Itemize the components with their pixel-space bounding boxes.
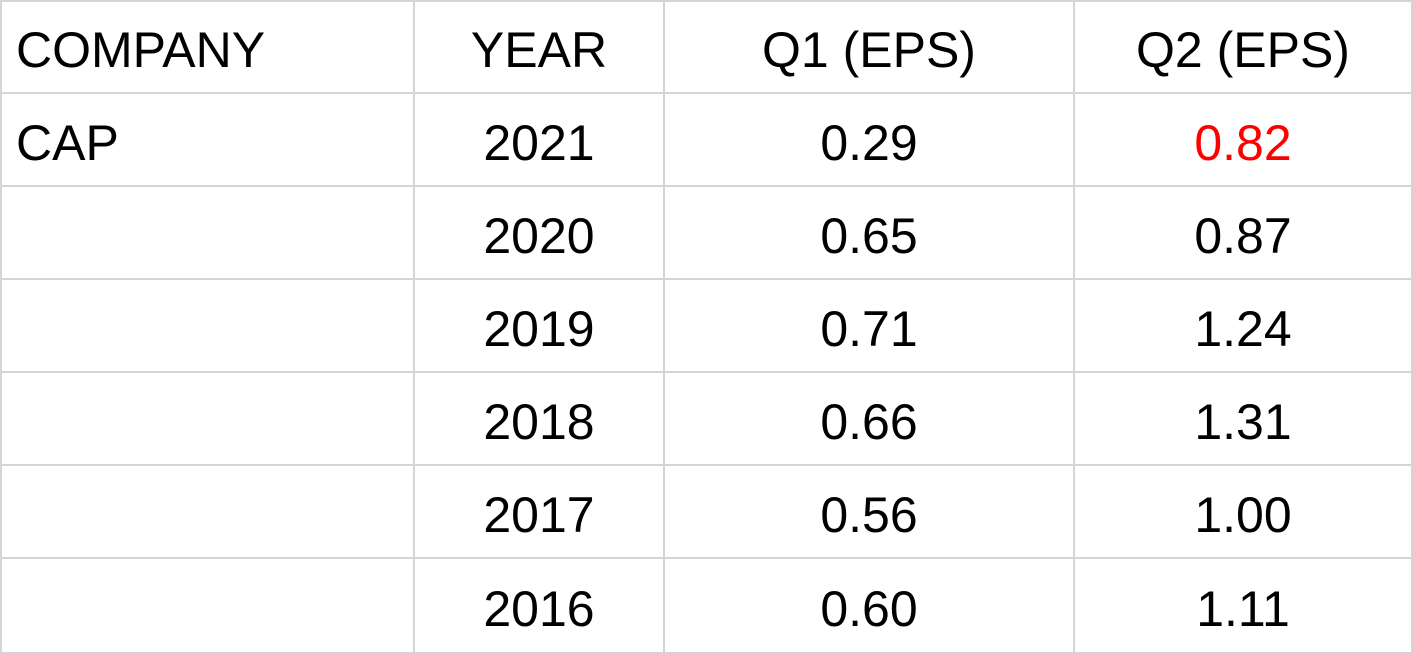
data-cell: 0.66 xyxy=(665,373,1075,466)
data-cell xyxy=(0,280,415,373)
data-cell: 0.71 xyxy=(665,280,1075,373)
data-cell: 2019 xyxy=(415,280,665,373)
data-cell: 1.31 xyxy=(1075,373,1413,466)
data-cell xyxy=(0,559,415,654)
data-cell: 0.65 xyxy=(665,187,1075,280)
data-cell xyxy=(0,373,415,466)
data-cell: 1.11 xyxy=(1075,559,1413,654)
data-cell: 1.00 xyxy=(1075,466,1413,559)
data-cell: 0.29 xyxy=(665,94,1075,187)
header-cell: Q1 (EPS) xyxy=(665,0,1075,94)
data-cell: 2018 xyxy=(415,373,665,466)
header-cell: COMPANY xyxy=(0,0,415,94)
data-cell: 2016 xyxy=(415,559,665,654)
data-cell: CAP xyxy=(0,94,415,187)
header-cell: YEAR xyxy=(415,0,665,94)
data-cell: 0.82 xyxy=(1075,94,1413,187)
header-cell: Q2 (EPS) xyxy=(1075,0,1413,94)
data-cell xyxy=(0,466,415,559)
data-cell: 1.24 xyxy=(1075,280,1413,373)
data-cell: 0.60 xyxy=(665,559,1075,654)
data-cell: 0.87 xyxy=(1075,187,1413,280)
data-cell xyxy=(0,187,415,280)
data-cell: 2017 xyxy=(415,466,665,559)
data-cell: 2020 xyxy=(415,187,665,280)
data-cell: 0.56 xyxy=(665,466,1075,559)
data-cell: 2021 xyxy=(415,94,665,187)
